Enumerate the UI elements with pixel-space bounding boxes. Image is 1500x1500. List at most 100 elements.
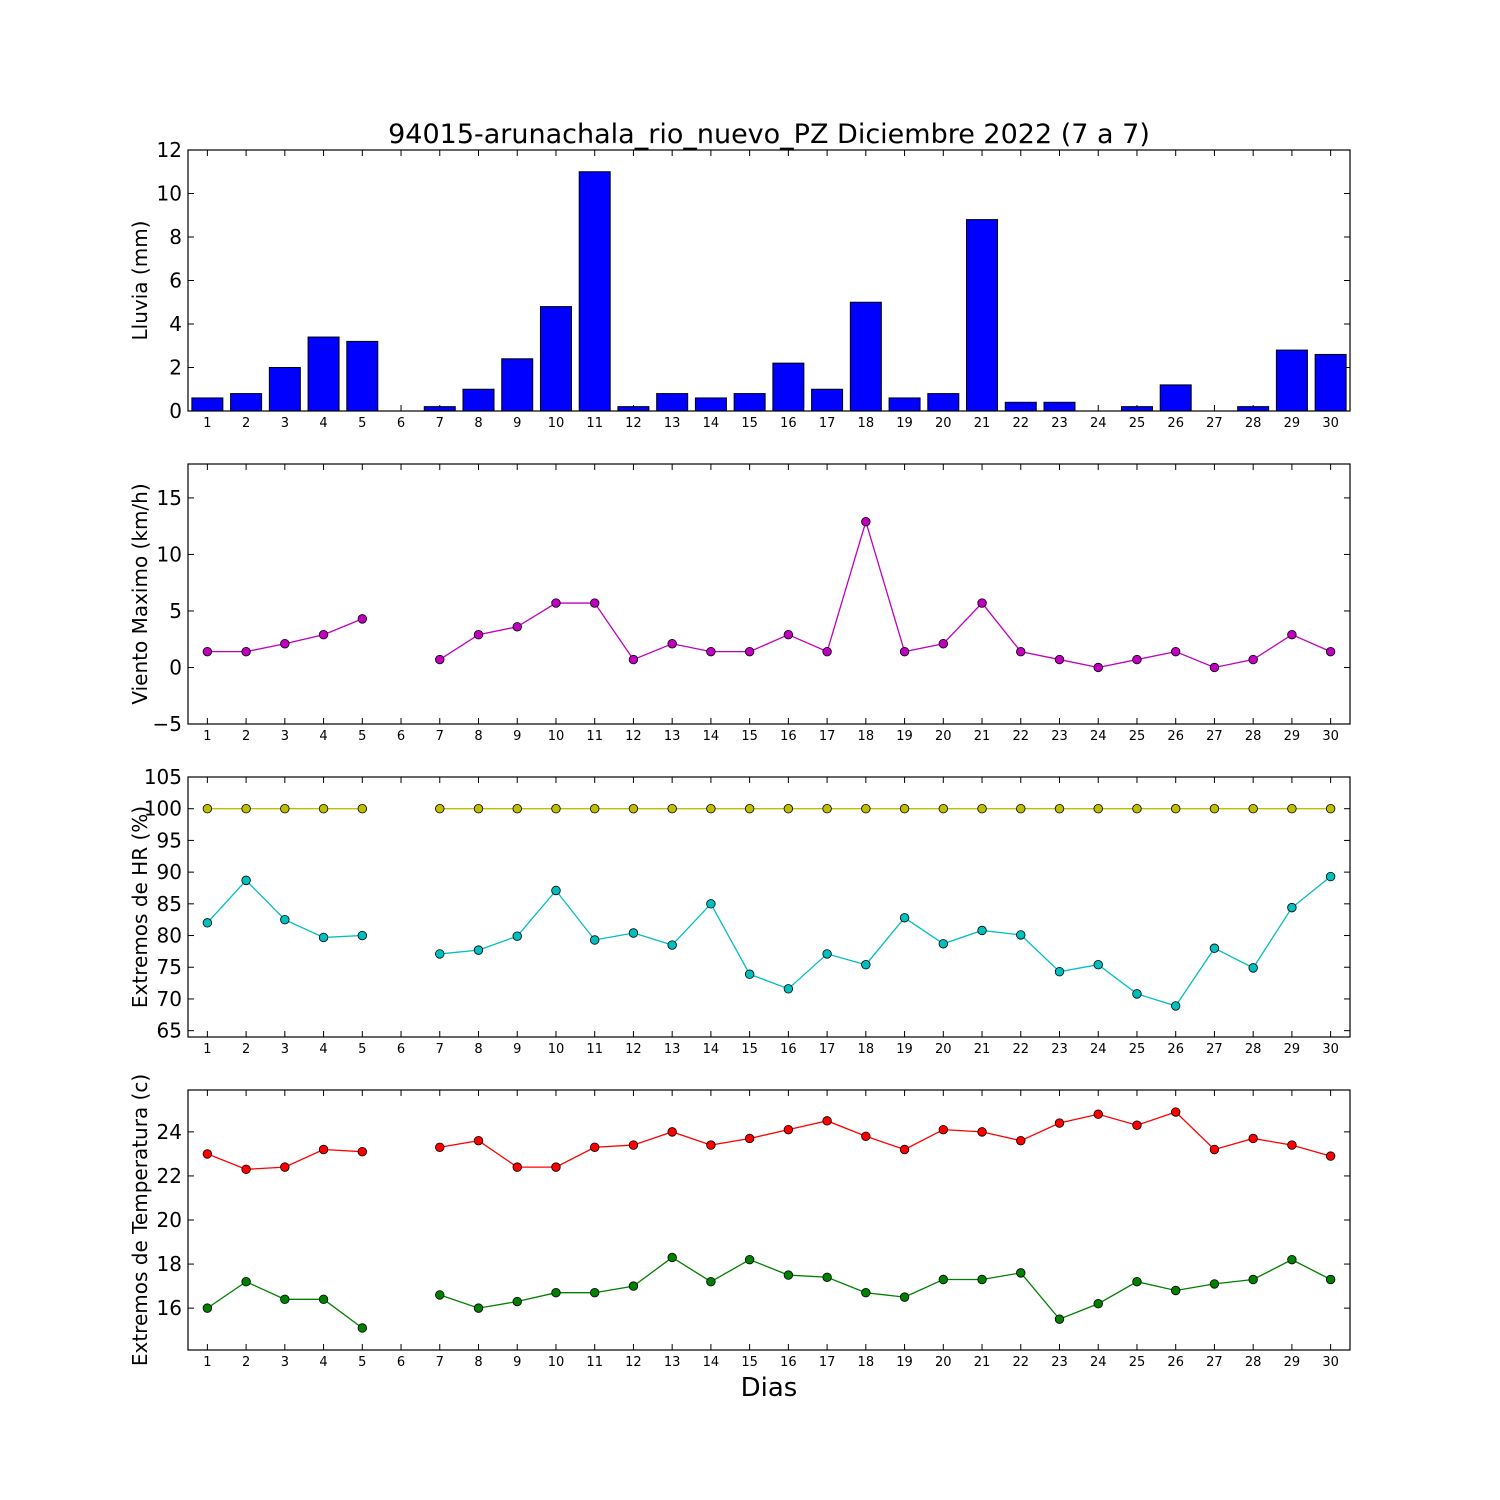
- wind-series-1-point: [899, 646, 910, 657]
- x-tick-label: 23: [1051, 416, 1068, 431]
- x-tick-label: 26: [1167, 416, 1184, 431]
- temperature-series-1-point: [628, 1140, 639, 1150]
- rain-bar: [1004, 401, 1037, 412]
- x-tick-label: 6: [397, 1355, 405, 1370]
- y-tick-label: 0: [169, 655, 182, 679]
- x-tick-label: 17: [819, 729, 836, 744]
- temperature-series-2-point: [357, 1323, 368, 1333]
- wind-series-1-point: [241, 646, 251, 657]
- humidity-series-2-point: [822, 949, 832, 959]
- x-tick-label: 6: [397, 1042, 405, 1057]
- y-tick-label: 100: [144, 797, 182, 821]
- wind-series-1-point: [628, 654, 639, 665]
- x-tick-label: 24: [1090, 1042, 1107, 1057]
- x-tick-label: 30: [1322, 416, 1339, 431]
- humidity-series-2-point: [512, 931, 522, 941]
- x-tick-label: 14: [703, 1355, 720, 1370]
- y-tick-label: 0: [169, 399, 182, 423]
- y-tick-label: 22: [157, 1164, 182, 1188]
- x-tick-label: 24: [1090, 729, 1107, 744]
- humidity-series-1-point: [1248, 804, 1258, 814]
- rain-bar: [849, 301, 882, 412]
- rain-bar: [1159, 384, 1192, 412]
- temperature-series-1-point: [1054, 1118, 1065, 1128]
- y-tick-label: 80: [157, 924, 182, 948]
- rain-bar: [578, 171, 611, 412]
- humidity-series-2-point: [1325, 871, 1336, 882]
- humidity-series-2-point: [1248, 963, 1258, 973]
- temperature-series-2-point: [1325, 1274, 1336, 1285]
- y-tick-label: 70: [157, 987, 182, 1011]
- y-tick-label: 5: [169, 599, 182, 623]
- temperature-series-2-point: [977, 1274, 987, 1285]
- humidity-series-1-point: [551, 804, 561, 814]
- humidity-series-2-line: [439, 876, 1332, 1007]
- x-tick-label: 19: [896, 1042, 913, 1057]
- temperature-series-2-point: [1209, 1279, 1220, 1289]
- temperature-series-2-point: [202, 1303, 213, 1313]
- humidity-series-1-point: [1325, 804, 1336, 814]
- rain-bar: [1314, 353, 1347, 412]
- humidity-series-2-point: [202, 918, 213, 928]
- humidity-series-2-point: [1054, 966, 1065, 977]
- y-axis-label-temperature: Extremos de Temperatura (c): [128, 1074, 152, 1366]
- humidity-series-1-point: [938, 804, 949, 814]
- humidity-series-2-point: [1287, 902, 1297, 913]
- wind-series-1-point: [1093, 662, 1103, 673]
- humidity-series-2-point: [241, 875, 251, 886]
- x-tick-label: 16: [780, 1355, 797, 1370]
- x-tick-label: 9: [513, 416, 521, 431]
- wind-series-1-point: [318, 629, 329, 640]
- temperature-series-2-point: [1132, 1276, 1142, 1287]
- wind-series-1-point: [1209, 662, 1220, 673]
- temperature-series-2-line: [207, 1280, 363, 1329]
- x-tick-label: 1: [203, 1355, 211, 1370]
- temperature-series-1-point: [318, 1144, 329, 1155]
- y-axis-label-rain: Lluvia (mm): [128, 221, 152, 341]
- rain-bar: [423, 406, 456, 412]
- x-tick-label: 22: [1012, 416, 1029, 431]
- humidity-series-1-point: [706, 804, 716, 814]
- x-tick-label: 10: [548, 416, 565, 431]
- temperature-series-1-point: [1209, 1144, 1220, 1155]
- temperature-series-2-point: [590, 1288, 600, 1298]
- temperature-series-1-point: [280, 1162, 290, 1172]
- rain-bar: [1237, 406, 1270, 412]
- temperature-series-1-point: [1093, 1109, 1103, 1119]
- x-tick-label: 30: [1322, 729, 1339, 744]
- temperature-series-2-point: [861, 1288, 871, 1298]
- wind-series-1-point: [280, 639, 290, 649]
- y-tick-label: 75: [157, 955, 182, 979]
- humidity-series-2-point: [1209, 943, 1220, 953]
- humidity-series-1-point: [1016, 804, 1026, 814]
- x-tick-label: 4: [319, 1042, 327, 1057]
- x-tick-label: 22: [1012, 729, 1029, 744]
- x-tick-label: 13: [664, 416, 681, 431]
- temperature-series-2-point: [551, 1288, 561, 1298]
- humidity-series-1-point: [899, 804, 910, 814]
- x-tick-label: 30: [1322, 1355, 1339, 1370]
- x-tick-label: 6: [397, 416, 405, 431]
- x-tick-label: 12: [625, 1355, 642, 1370]
- rain-bar: [539, 306, 572, 412]
- x-tick-label: 21: [974, 1042, 991, 1057]
- temperature-series-1-point: [667, 1127, 677, 1137]
- wind-series-1-point: [706, 646, 716, 657]
- rain-bar: [617, 406, 650, 412]
- x-tick-label: 18: [858, 729, 875, 744]
- x-tick-label: 12: [625, 729, 642, 744]
- rain-bar: [772, 362, 805, 412]
- x-tick-label: 17: [819, 1042, 836, 1057]
- x-tick-label: 3: [281, 1355, 289, 1370]
- rain-bar: [191, 397, 224, 412]
- x-tick-label: 16: [780, 416, 797, 431]
- wind-series-1-point: [822, 646, 832, 657]
- plot-frame-temperature: [187, 1089, 1351, 1351]
- humidity-series-2-point: [1132, 989, 1142, 999]
- wind-series-1-point: [783, 629, 794, 640]
- humidity-series-2-line: [206, 879, 363, 939]
- y-tick-label: 16: [157, 1296, 182, 1320]
- x-axis-label: Dias: [741, 1373, 798, 1403]
- x-tick-label: 27: [1206, 416, 1223, 431]
- x-tick-label: 28: [1245, 416, 1262, 431]
